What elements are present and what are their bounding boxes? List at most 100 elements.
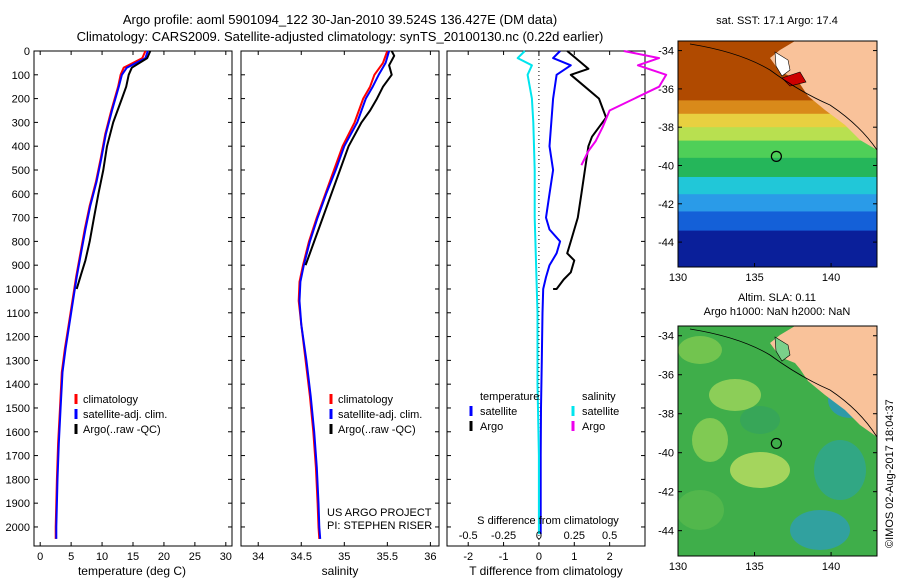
legend-label: climatology <box>338 394 394 406</box>
salinity-x-axis: 34 34.5 35 35.5 36 <box>252 51 437 563</box>
s-tick-label: -0.25 <box>491 530 516 542</box>
salinity-panel: 34 34.5 35 35.5 36 salinity climatology satel… <box>240 50 440 578</box>
y-tick-label: 500 <box>12 165 30 177</box>
sla-anomaly-patch <box>790 510 850 550</box>
y-tick-label: 400 <box>12 141 30 153</box>
y-tick-label: 1500 <box>6 403 30 415</box>
lat-tick-label: -42 <box>658 199 674 211</box>
legend-group-title: temperature <box>480 391 539 403</box>
x-tick-label: 5 <box>68 551 74 563</box>
salinity-profiles <box>297 50 396 539</box>
y-tick-label: 900 <box>12 260 30 272</box>
y-tick-label: 1700 <box>6 451 30 463</box>
depth-axis: 0 100 200 300 400 500 600 700 800 900 1000 1100 1200… <box>6 46 232 534</box>
legend-label: Argo(..raw -QC) <box>83 424 161 436</box>
difference-legend: temperature satellite Argo salinity satellit… <box>469 391 619 433</box>
y-tick-label: 1400 <box>6 379 30 391</box>
y-tick-label: 600 <box>12 189 30 201</box>
salinity-legend: climatology satellite-adj. clim. Argo(..ra… <box>329 394 422 436</box>
sst-band <box>678 157 877 178</box>
difference-series-3 <box>580 50 668 166</box>
t-difference-xlabel: T difference from climatology <box>469 564 623 578</box>
sst-shelf-contour <box>689 43 877 151</box>
difference-series-0 <box>539 50 572 535</box>
lat-tick-label: -34 <box>658 331 674 343</box>
temperature-profiles <box>54 50 152 539</box>
figure-title: Argo profile: aoml 5901094_122 30-Jan-20… <box>122 12 558 27</box>
difference-profiles <box>516 50 668 535</box>
lat-tick-label: -40 <box>658 160 674 172</box>
sst-band <box>678 140 877 159</box>
sla-map-subtitle: Argo h1000: NaN h2000: NaN <box>704 306 851 318</box>
x-tick-label: 36 <box>424 551 436 563</box>
y-tick-label: 1900 <box>6 498 30 510</box>
sst-map-title: sat. SST: 17.1 Argo: 17.4 <box>716 15 838 27</box>
salinity-axes-frame <box>240 50 440 547</box>
sla-anomaly-patch <box>692 418 728 462</box>
sla-land <box>770 326 877 437</box>
sla-anomaly-patch <box>709 379 761 411</box>
temperature-x-axis: 0 5 10 15 20 25 30 <box>37 51 232 563</box>
difference-panel: -2 -1 0 1 2 S difference from climatology -0… <box>446 50 668 578</box>
sst-profile-marker <box>770 150 782 162</box>
salinity-series-1 <box>298 50 391 539</box>
sla-anomaly-patch <box>730 452 790 488</box>
difference-series-1 <box>553 50 608 290</box>
sst-band <box>678 230 877 267</box>
sla-spencer-gulf <box>774 336 791 362</box>
sla-shelf-contour <box>689 328 877 438</box>
legend-label: Argo <box>480 421 503 433</box>
y-tick-label: 1100 <box>6 308 30 320</box>
sla-anomaly-patch <box>740 406 780 434</box>
x-tick-label: 34.5 <box>291 551 312 563</box>
lon-tick-label: 135 <box>745 561 763 573</box>
sst-band <box>678 211 877 232</box>
sla-map-title: Altim. SLA: 0.11 <box>738 292 816 304</box>
s-difference-label: S difference from climatology <box>477 515 619 527</box>
pi-label: PI: STEPHEN RISER <box>327 520 432 532</box>
sst-band <box>678 176 877 195</box>
x-tick-label: -2 <box>463 551 473 563</box>
y-tick-label: 1600 <box>6 427 30 439</box>
y-tick-label: 100 <box>12 70 30 82</box>
x-tick-label: 25 <box>189 551 201 563</box>
legend-label: Argo <box>582 421 605 433</box>
x-tick-label: 0 <box>536 551 542 563</box>
lon-tick-label: 140 <box>822 561 840 573</box>
sla-map-panel: Altim. SLA: 0.11 Argo h1000: NaN h2000: … <box>658 292 878 573</box>
y-tick-label: 1200 <box>6 332 30 344</box>
sla-profile-marker <box>770 437 782 450</box>
y-tick-label: 700 <box>12 213 30 225</box>
lat-tick-label: -38 <box>658 409 674 421</box>
x-tick-label: 10 <box>96 551 108 563</box>
lat-tick-label: -38 <box>658 122 674 134</box>
x-tick-label: 34 <box>252 551 264 563</box>
x-tick-label: 20 <box>158 551 170 563</box>
sst-map-frame <box>677 40 878 268</box>
y-tick-label: 2000 <box>6 522 30 534</box>
temperature-xlabel: temperature (deg C) <box>78 564 186 578</box>
salinity-y-ticks <box>241 50 439 528</box>
legend-group-title: salinity <box>582 391 616 403</box>
lat-tick-label: -42 <box>658 487 674 499</box>
sla-map-axes: -34 -36 -38 -40 -42 -44 130 135 140 <box>658 331 877 573</box>
lon-tick-label: 130 <box>669 272 687 284</box>
sst-band <box>678 194 877 212</box>
lat-tick-label: -36 <box>658 370 674 382</box>
difference-x-axis: -2 -1 0 1 2 <box>463 51 613 563</box>
s-tick-label: 0.5 <box>602 530 617 542</box>
sla-anomaly-patch <box>814 440 866 500</box>
y-tick-label: 800 <box>12 236 30 248</box>
x-tick-label: 15 <box>127 551 139 563</box>
temperature-legend: climatology satellite-adj. clim. Argo(..ra… <box>74 394 167 436</box>
legend-label: satellite <box>480 406 517 418</box>
sla-anomaly-patch <box>678 336 722 364</box>
temperature-axes-frame <box>33 50 233 547</box>
s-tick-label: 0 <box>536 530 542 542</box>
lon-tick-label: 130 <box>669 561 687 573</box>
y-tick-label: 1800 <box>6 474 30 486</box>
sst-land <box>770 41 877 150</box>
difference-series-2 <box>516 50 540 535</box>
s-difference-ticks: -0.5 -0.25 0 0.25 0.5 <box>459 530 618 542</box>
